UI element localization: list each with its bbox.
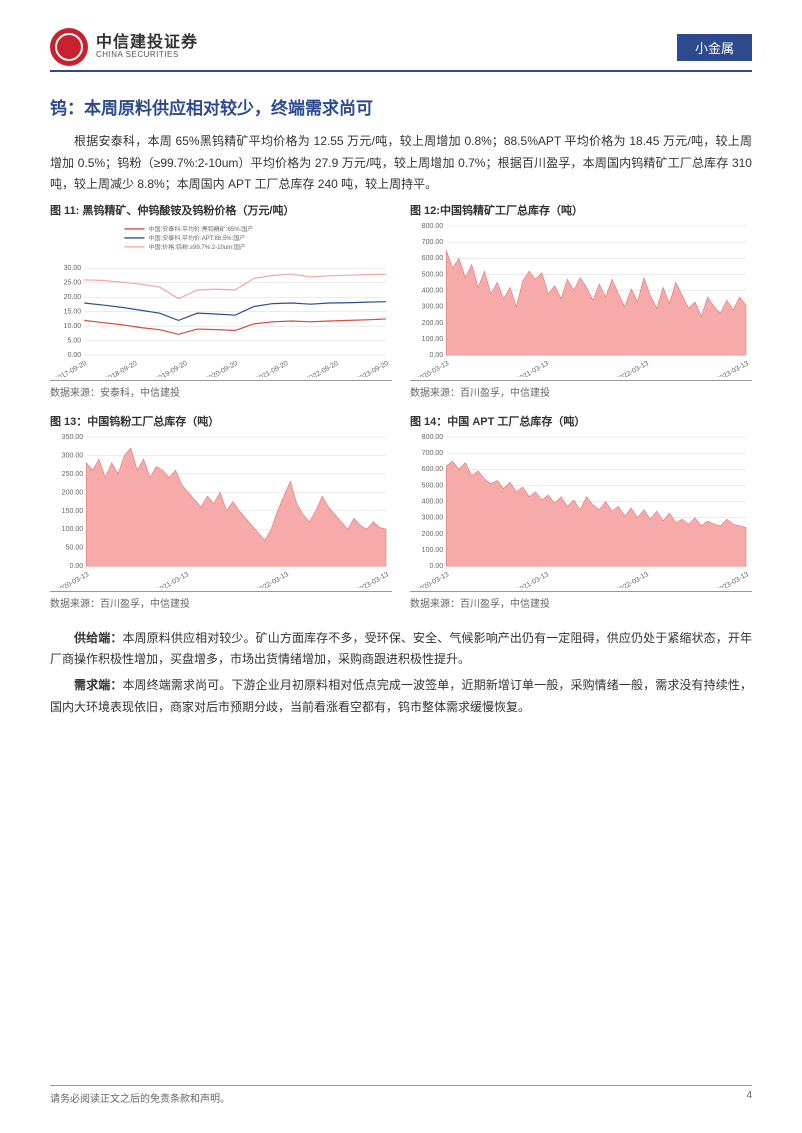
chart-11-source: 数据来源：安泰科，中信建投 bbox=[50, 380, 392, 399]
svg-text:15.00: 15.00 bbox=[64, 309, 82, 316]
svg-text:30.00: 30.00 bbox=[64, 265, 82, 272]
svg-text:中国:价格:钨粉:≥99.7%:2-10um:国产: 中国:价格:钨粉:≥99.7%:2-10um:国产 bbox=[149, 243, 246, 251]
chart-11-col: 图 11: 黑钨精矿、仲钨酸铵及钨粉价格（万元/吨） 0.00 5.00 10.00… bbox=[50, 202, 392, 399]
svg-text:100.00: 100.00 bbox=[422, 547, 444, 554]
chart-14-col: 图 14：中国 APT 工厂总库存（吨） 0.00 100.00 200.00 300… bbox=[410, 413, 752, 610]
svg-text:100.00: 100.00 bbox=[62, 526, 84, 533]
svg-text:0.00: 0.00 bbox=[68, 352, 82, 359]
svg-text:10.00: 10.00 bbox=[64, 323, 82, 330]
svg-text:中国:安泰科:平均价:APT:88.5%:国产: 中国:安泰科:平均价:APT:88.5%:国产 bbox=[149, 234, 246, 242]
svg-text:300.00: 300.00 bbox=[62, 452, 84, 459]
category-badge: 小金属 bbox=[677, 34, 752, 61]
svg-text:5.00: 5.00 bbox=[68, 337, 82, 344]
chart-13: 0.00 50.00 100.00 150.00 200.00 250.00 300.00 3… bbox=[50, 431, 392, 589]
svg-text:350.00: 350.00 bbox=[62, 434, 84, 441]
demand-label: 需求端： bbox=[74, 678, 122, 692]
logo-text-en: CHINA SECURITIES bbox=[96, 51, 198, 60]
chart-row-2: 图 13：中国钨粉工厂总库存（吨） 0.00 50.00 100.00 150.00 2… bbox=[50, 413, 752, 610]
chart-14: 0.00 100.00 200.00 300.00 400.00 500.00 600.00… bbox=[410, 431, 752, 589]
svg-text:800.00: 800.00 bbox=[422, 434, 444, 441]
chart-12-source: 数据来源：百川盈孚，中信建投 bbox=[410, 380, 752, 399]
chart-13-title: 图 13：中国钨粉工厂总库存（吨） bbox=[50, 413, 392, 429]
intro-paragraph: 根据安泰科，本周 65%黑钨精矿平均价格为 12.55 万元/吨，较上周增加 0… bbox=[50, 131, 752, 196]
logo-icon bbox=[50, 28, 88, 66]
svg-text:700.00: 700.00 bbox=[422, 450, 444, 457]
footer-disclaimer: 请务必阅读正文之后的免责条款和声明。 bbox=[50, 1090, 230, 1105]
section-title: 钨：本周原料供应相对较少，终端需求尚可 bbox=[50, 94, 752, 119]
svg-text:0.00: 0.00 bbox=[430, 352, 444, 359]
svg-text:0.00: 0.00 bbox=[70, 563, 84, 570]
page-number: 4 bbox=[746, 1090, 752, 1105]
svg-text:0.00: 0.00 bbox=[430, 563, 444, 570]
svg-text:800.00: 800.00 bbox=[422, 223, 444, 230]
svg-text:500.00: 500.00 bbox=[422, 271, 444, 278]
svg-text:500.00: 500.00 bbox=[422, 482, 444, 489]
svg-text:50.00: 50.00 bbox=[66, 544, 84, 551]
svg-text:150.00: 150.00 bbox=[62, 508, 84, 515]
chart-11: 0.005.0010.0015.0020.0025.0030.002017-09… bbox=[50, 220, 392, 378]
logo-text-cn: 中信建投证券 bbox=[96, 34, 198, 52]
chart-11-title: 图 11: 黑钨精矿、仲钨酸铵及钨粉价格（万元/吨） bbox=[50, 202, 392, 218]
logo-area: 中信建投证券 CHINA SECURITIES bbox=[50, 28, 198, 66]
demand-text: 本周终端需求尚可。下游企业月初原料相对低点完成一波签单，近期新增订单一般，采购情… bbox=[50, 678, 752, 714]
svg-text:200.00: 200.00 bbox=[422, 531, 444, 538]
chart-13-col: 图 13：中国钨粉工厂总库存（吨） 0.00 50.00 100.00 150.00 2… bbox=[50, 413, 392, 610]
svg-text:600.00: 600.00 bbox=[422, 466, 444, 473]
svg-text:400.00: 400.00 bbox=[422, 498, 444, 505]
svg-text:300.00: 300.00 bbox=[422, 514, 444, 521]
svg-text:20.00: 20.00 bbox=[64, 294, 82, 301]
svg-text:100.00: 100.00 bbox=[422, 336, 444, 343]
page-footer: 请务必阅读正文之后的免责条款和声明。 4 bbox=[50, 1085, 752, 1105]
svg-text:300.00: 300.00 bbox=[422, 303, 444, 310]
content-area: 钨：本周原料供应相对较少，终端需求尚可 根据安泰科，本周 65%黑钨精矿平均价格… bbox=[0, 72, 802, 718]
chart-row-1: 图 11: 黑钨精矿、仲钨酸铵及钨粉价格（万元/吨） 0.00 5.00 10.00… bbox=[50, 202, 752, 399]
svg-text:250.00: 250.00 bbox=[62, 471, 84, 478]
chart-12: 0.00 100.00 200.00 300.00 400.00 500.00 600.00… bbox=[410, 220, 752, 378]
supply-text: 本周原料供应相对较少。矿山方面库存不多，受环保、安全、气候影响产出仍有一定阻碍，… bbox=[50, 631, 752, 667]
demand-paragraph: 需求端：本周终端需求尚可。下游企业月初原料相对低点完成一波签单，近期新增订单一般… bbox=[50, 675, 752, 718]
svg-text:200.00: 200.00 bbox=[422, 320, 444, 327]
svg-text:25.00: 25.00 bbox=[64, 280, 82, 287]
supply-label: 供给端： bbox=[74, 631, 122, 645]
chart-13-source: 数据来源：百川盈孚，中信建投 bbox=[50, 591, 392, 610]
svg-text:200.00: 200.00 bbox=[62, 489, 84, 496]
svg-text:400.00: 400.00 bbox=[422, 287, 444, 294]
svg-text:中国:安泰科:平均价:黑钨精矿:65%:国产: 中国:安泰科:平均价:黑钨精矿:65%:国产 bbox=[149, 225, 254, 233]
page-header: 中信建投证券 CHINA SECURITIES 小金属 bbox=[0, 0, 802, 66]
chart-14-source: 数据来源：百川盈孚，中信建投 bbox=[410, 591, 752, 610]
svg-text:700.00: 700.00 bbox=[422, 239, 444, 246]
chart-12-title: 图 12:中国钨精矿工厂总库存（吨） bbox=[410, 202, 752, 218]
supply-paragraph: 供给端：本周原料供应相对较少。矿山方面库存不多，受环保、安全、气候影响产出仍有一… bbox=[50, 628, 752, 671]
chart-12-col: 图 12:中国钨精矿工厂总库存（吨） 0.00 100.00 200.00 300.0… bbox=[410, 202, 752, 399]
svg-text:600.00: 600.00 bbox=[422, 255, 444, 262]
chart-14-title: 图 14：中国 APT 工厂总库存（吨） bbox=[410, 413, 752, 429]
footer-divider bbox=[50, 1085, 752, 1086]
